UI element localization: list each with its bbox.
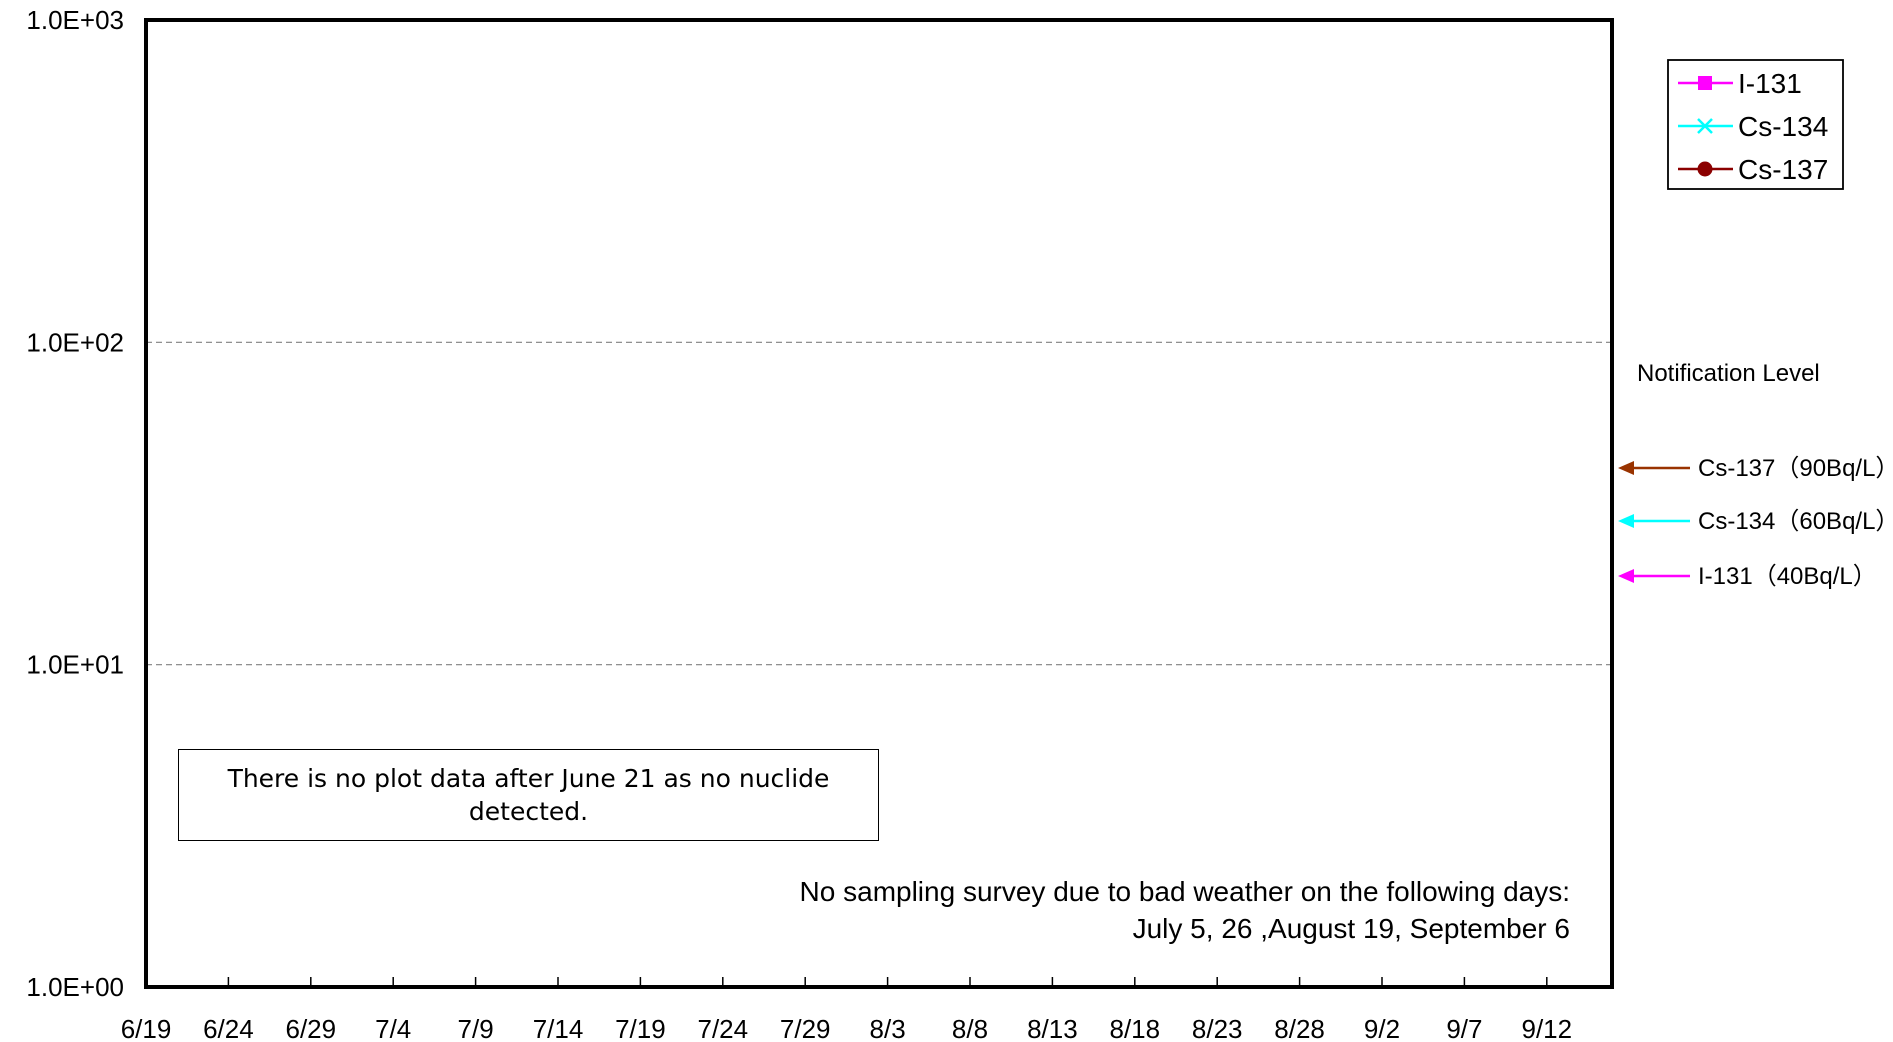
x-tick-label: 6/24 xyxy=(203,1014,254,1042)
weather-note-line1: No sampling survey due to bad weather on… xyxy=(799,876,1570,907)
no-data-note-text: There is no plot data after June 21 as n… xyxy=(227,764,830,826)
legend-item: I-131 xyxy=(1678,68,1802,99)
legend-item: Cs-137 xyxy=(1678,154,1828,185)
notification-label: I-131（40Bq/L） xyxy=(1698,563,1877,590)
y-tick-label: 1.0E+00 xyxy=(26,972,124,1002)
x-tick-label: 8/18 xyxy=(1109,1014,1160,1042)
legend: I-131 Cs-134 Cs-137 xyxy=(1667,59,1844,190)
weather-note-line2: July 5, 26 ,August 19, September 6 xyxy=(1132,913,1570,944)
y-tick-label: 1.0E+02 xyxy=(26,327,124,357)
plot-area xyxy=(144,18,1614,989)
notification-arrow: Cs-137（90Bq/L） xyxy=(1618,455,1893,482)
legend-label: I-131 xyxy=(1738,68,1802,99)
notification-arrow: I-131（40Bq/L） xyxy=(1618,563,1877,590)
x-tick-label: 9/2 xyxy=(1364,1014,1400,1042)
legend-label: Cs-134 xyxy=(1738,111,1828,142)
x-tick-label: 9/12 xyxy=(1521,1014,1572,1042)
notification-label: Cs-137（90Bq/L） xyxy=(1698,455,1893,482)
x-tick-label: 8/8 xyxy=(952,1014,988,1042)
x-axis: 6/19 6/24 6/29 7/4 7/9 7/14 7/19 7/24 7/29 8/3 8/8… xyxy=(121,977,1572,1042)
arrow-head xyxy=(1618,461,1634,475)
x-tick-label: 8/3 xyxy=(870,1014,906,1042)
x-tick-label: 6/29 xyxy=(285,1014,336,1042)
notification-levels: Notification Level Cs-137（90Bq/L） Cs-134（6… xyxy=(1618,360,1893,590)
x-tick-label: 7/24 xyxy=(697,1014,748,1042)
x-tick-label: 7/29 xyxy=(780,1014,831,1042)
y-axis: 1.0E+00 1.0E+01 1.0E+02 1.0E+03 xyxy=(26,5,124,1002)
legend-item: Cs-134 xyxy=(1678,111,1828,142)
legend-marker xyxy=(1697,161,1713,177)
x-tick-label: 7/14 xyxy=(533,1014,584,1042)
x-tick-label: 8/23 xyxy=(1192,1014,1243,1042)
no-data-note: There is no plot data after June 21 as n… xyxy=(178,749,879,841)
x-tick-label: 7/4 xyxy=(375,1014,411,1042)
gridlines xyxy=(146,341,1612,666)
weather-note: No sampling survey due to bad weather on… xyxy=(800,873,1570,947)
notification-title: Notification Level xyxy=(1637,360,1820,387)
arrow-head xyxy=(1618,514,1634,528)
legend-marker xyxy=(1697,118,1713,134)
arrow-head xyxy=(1618,569,1634,583)
legend-box xyxy=(1667,59,1844,190)
y-tick-label: 1.0E+03 xyxy=(26,5,124,35)
y-tick-label: 1.0E+01 xyxy=(26,650,124,680)
x-tick-label: 7/19 xyxy=(615,1014,666,1042)
legend-label: Cs-137 xyxy=(1738,154,1828,185)
x-tick-label: 8/13 xyxy=(1027,1014,1078,1042)
x-tick-label: 6/19 xyxy=(121,1014,172,1042)
notification-label: Cs-134（60Bq/L） xyxy=(1698,508,1893,535)
notification-arrow: Cs-134（60Bq/L） xyxy=(1618,508,1893,535)
x-tick-label: 7/9 xyxy=(458,1014,494,1042)
x-tick-label: 8/28 xyxy=(1274,1014,1325,1042)
x-tick-label: 9/7 xyxy=(1446,1014,1482,1042)
legend-marker xyxy=(1698,76,1712,90)
